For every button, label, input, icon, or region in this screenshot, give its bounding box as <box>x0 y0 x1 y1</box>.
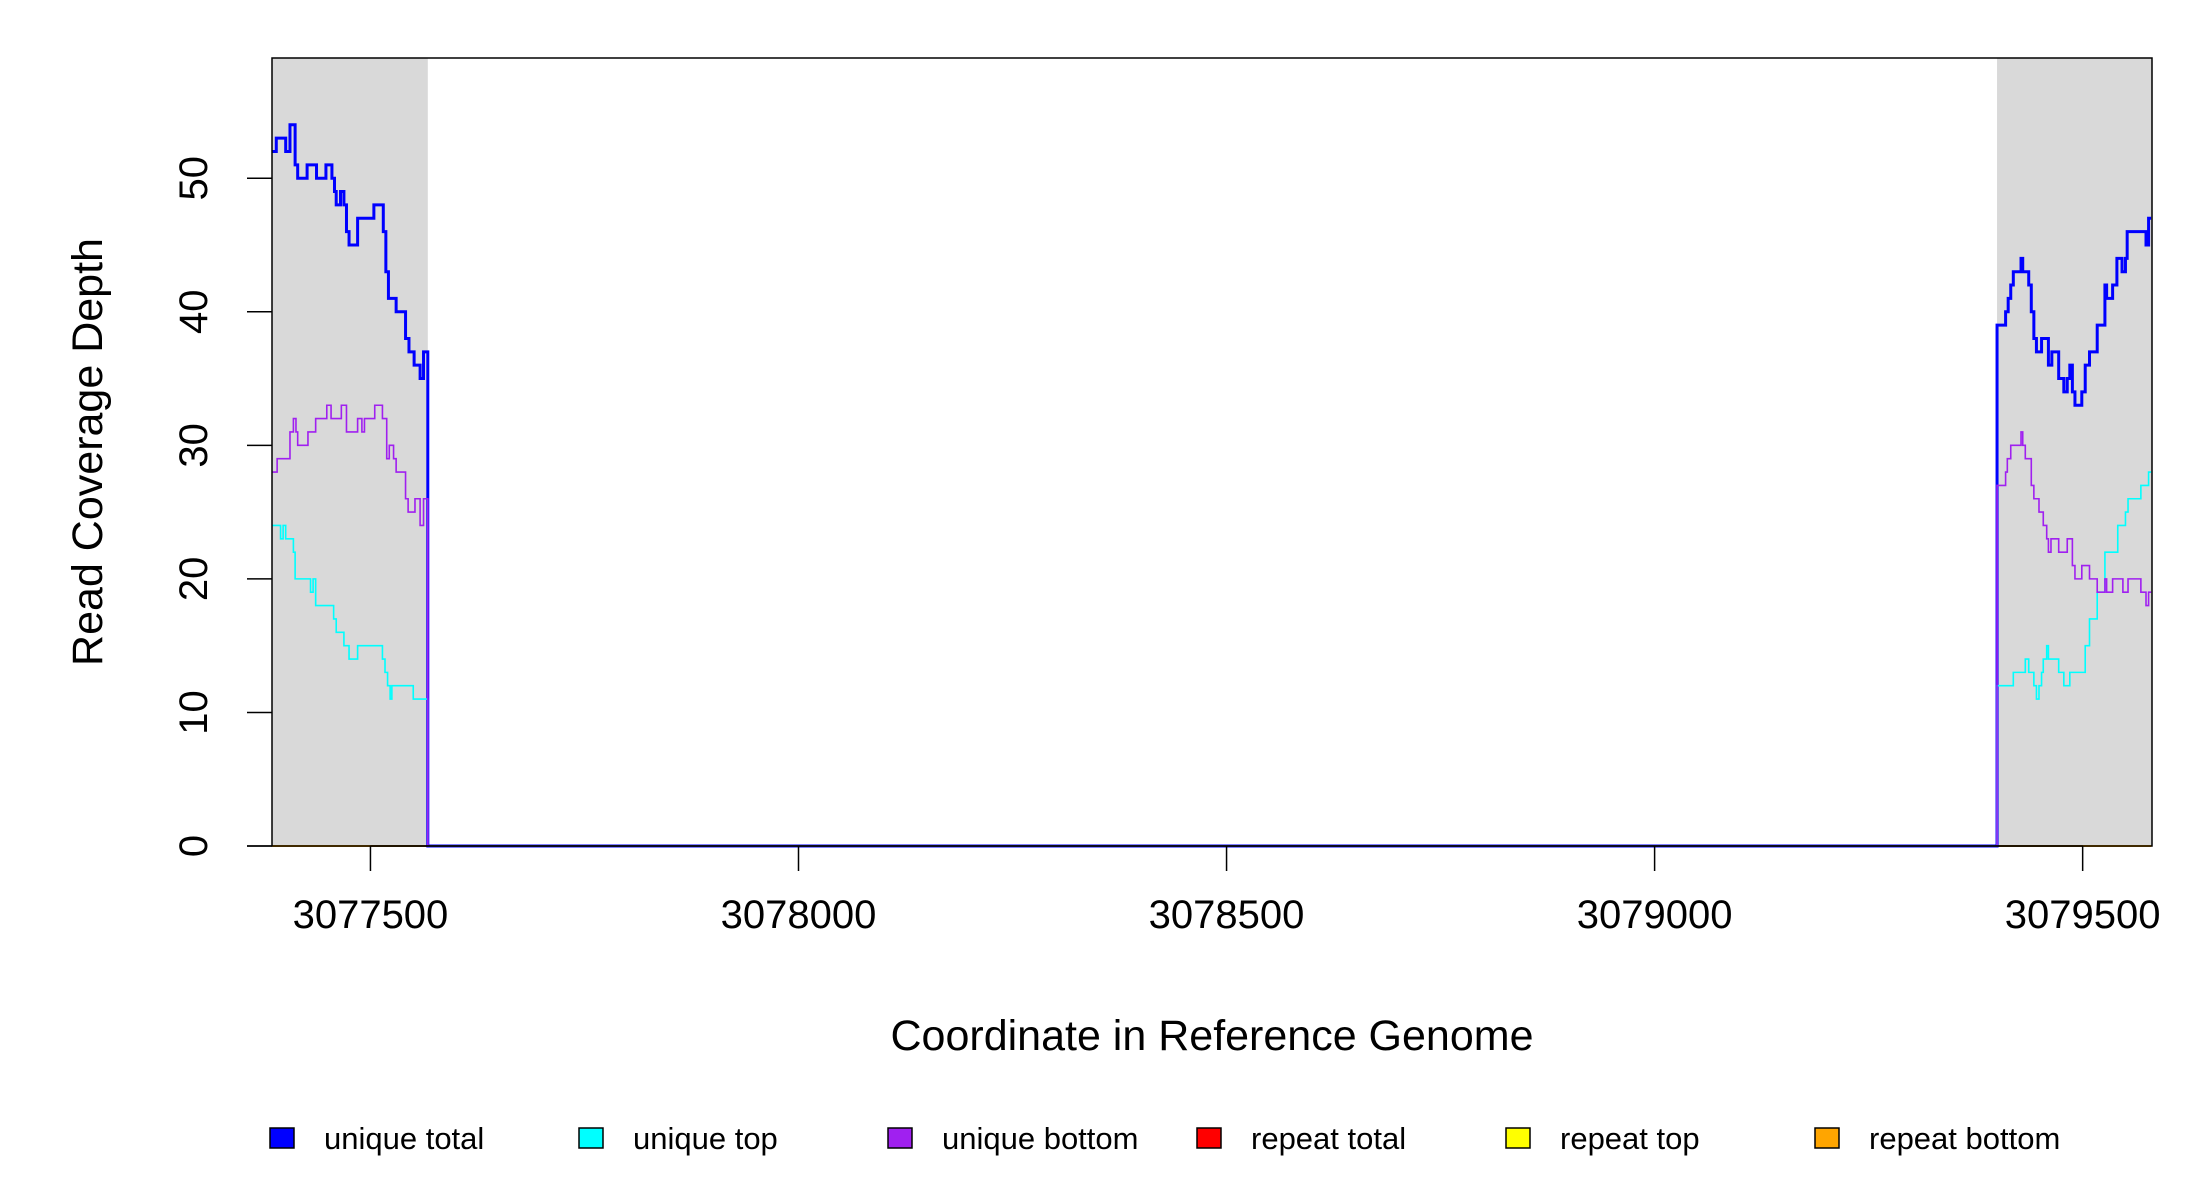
x-tick-label: 3077500 <box>293 893 449 937</box>
legend-swatch-unique-top <box>578 1127 604 1149</box>
y-axis: 0 10 20 30 40 50 <box>172 156 272 857</box>
y-tick-label: 20 <box>172 557 216 602</box>
x-tick-label: 3078000 <box>721 893 877 937</box>
legend-swatch-unique-total <box>269 1127 295 1149</box>
legend-swatch-unique-bottom <box>887 1127 913 1149</box>
shaded-region <box>272 58 428 846</box>
y-tick-label: 40 <box>172 290 216 335</box>
x-axis: 3077500 3078000 3078500 3079000 3079500 <box>293 845 2161 937</box>
legend-label-repeat-total: repeat total <box>1251 1121 1406 1156</box>
series-lines <box>272 123 2152 848</box>
legend: unique total unique top unique bottom repea… <box>269 1121 2060 1156</box>
x-axis-label: Coordinate in Reference Genome <box>891 1012 1534 1060</box>
series-line-unique-bottom <box>272 404 2152 847</box>
y-tick-label: 10 <box>172 690 216 735</box>
y-tick-label: 50 <box>172 156 216 201</box>
y-axis-label: Read Coverage Depth <box>64 238 112 666</box>
shaded-regions <box>272 58 2152 846</box>
legend-label-unique-bottom: unique bottom <box>942 1121 1138 1156</box>
legend-label-unique-total: unique total <box>324 1121 484 1156</box>
x-tick-label: 3079000 <box>1577 893 1733 937</box>
legend-swatch-repeat-top <box>1505 1127 1531 1149</box>
x-tick-label: 3079500 <box>2005 893 2161 937</box>
shaded-region <box>1997 58 2152 846</box>
legend-label-repeat-bottom: repeat bottom <box>1869 1121 2060 1156</box>
legend-label-repeat-top: repeat top <box>1560 1121 1700 1156</box>
x-tick-label: 3078500 <box>1149 893 1305 937</box>
plot-frame <box>271 57 2153 847</box>
y-tick-label: 0 <box>172 835 216 857</box>
series-line-unique-top <box>272 471 2152 847</box>
y-tick-label: 30 <box>172 423 216 468</box>
series-line-unique-total <box>272 123 2152 848</box>
legend-label-unique-top: unique top <box>633 1121 778 1156</box>
legend-swatch-repeat-bottom <box>1814 1127 1840 1149</box>
legend-swatch-repeat-total <box>1196 1127 1222 1149</box>
